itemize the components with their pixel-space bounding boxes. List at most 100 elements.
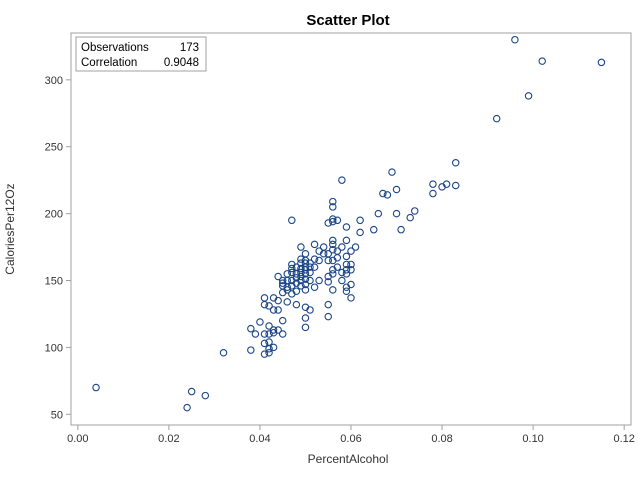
scatter-point (297, 282, 305, 290)
scatter-point (283, 298, 292, 306)
scatter-point (342, 270, 351, 278)
scatter-point (333, 216, 342, 225)
scatter-point (301, 259, 310, 267)
scatter-point (351, 243, 360, 251)
y-tick-label: 100 (45, 342, 63, 354)
x-tick-label: 0.08 (431, 433, 452, 445)
scatter-point (301, 280, 310, 289)
scatter-point (274, 326, 282, 334)
scatter-point (347, 280, 355, 289)
scatter-point (356, 216, 364, 225)
scatter-point (442, 180, 451, 188)
scatter-point (319, 243, 328, 251)
scatter-point (256, 318, 264, 326)
y-tick-label: 200 (45, 209, 63, 221)
scatter-point (429, 189, 437, 198)
scatter-point (392, 185, 401, 194)
scatter-point (260, 330, 269, 338)
scatter-point (310, 263, 319, 271)
scatter-point (383, 191, 392, 199)
scatter-point (251, 330, 260, 338)
scatter-point (278, 282, 287, 290)
scatter-point (397, 225, 405, 234)
scatter-point (183, 403, 191, 412)
x-tick-label: 0.02 (158, 433, 179, 445)
scatter-point (310, 240, 319, 249)
scatter-point (388, 168, 396, 176)
x-tick-label: 0.12 (613, 433, 634, 445)
scatter-point (524, 92, 533, 100)
y-tick-label: 300 (45, 75, 63, 87)
x-tick-label: 0.06 (340, 433, 361, 445)
scatter-point (260, 339, 269, 348)
x-tick-label: 0.04 (249, 433, 270, 445)
scatter-point (315, 276, 323, 285)
scatter-point (297, 255, 305, 263)
stats-observations-label: Observations (81, 42, 149, 54)
scatter-point (247, 324, 255, 333)
scatter-point (260, 294, 269, 302)
scatter-point (265, 338, 273, 346)
scatter-point (265, 322, 273, 330)
scatter-point (597, 58, 606, 67)
scatter-point (342, 236, 351, 245)
scatter-point (269, 326, 278, 334)
scatter-point (329, 217, 337, 226)
x-tick-label: 0.10 (522, 433, 543, 445)
scatter-point (329, 245, 337, 254)
scatter-point (92, 383, 100, 392)
stats-correlation-label: Correlation (81, 57, 137, 69)
scatter-point (292, 263, 301, 271)
scatter-point (451, 181, 460, 190)
scatter-point (278, 330, 287, 338)
x-tick-label: 0.00 (67, 433, 88, 445)
scatter-point (342, 252, 351, 261)
x-axis-ticks: 0.00 0.02 0.04 0.06 0.08 0.10 0.12 (67, 425, 635, 445)
y-axis-label: CaloriesPer12Oz (3, 183, 17, 274)
scatter-point (187, 387, 196, 396)
scatter-point (347, 266, 355, 274)
scatter-point (342, 223, 351, 231)
scatter-point (347, 294, 355, 302)
scatter-point (315, 256, 323, 265)
chart-title: Scatter Plot (306, 12, 389, 29)
scatter-point (429, 180, 437, 188)
scatter-point (265, 330, 273, 338)
scatter-point (338, 243, 346, 251)
scatter-point (329, 270, 337, 278)
scatter-point (301, 250, 310, 258)
scatter-point (356, 228, 364, 237)
scatter-point (329, 240, 337, 249)
scatter-point (342, 260, 351, 269)
scatter-point (324, 312, 332, 321)
scatter-point (297, 264, 305, 273)
scatter-point (324, 219, 332, 227)
scatter-point (201, 391, 210, 400)
scatter-point (306, 259, 314, 267)
points-layer (92, 35, 606, 412)
scatter-point (342, 287, 351, 295)
scatter-point (511, 35, 519, 44)
scatter-point (260, 350, 269, 358)
scatter-point (306, 306, 314, 314)
scatter-point (374, 209, 383, 218)
scatter-point (329, 236, 337, 245)
scatter-point (301, 314, 310, 322)
scatter-point (329, 197, 337, 206)
scatter-point (297, 276, 305, 285)
y-axis-ticks: 50 100 150 200 250 300 (45, 75, 71, 421)
scatter-point (274, 296, 282, 305)
stats-observations-value: 173 (180, 42, 199, 54)
scatter-point (219, 348, 228, 357)
scatter-point (301, 275, 310, 283)
scatter-point (306, 268, 314, 277)
y-tick-label: 50 (51, 409, 63, 421)
scatter-point (406, 213, 414, 222)
scatter-point (329, 215, 337, 223)
scatter-point (283, 286, 292, 294)
x-axis-label: PercentAlcohol (308, 452, 389, 466)
scatter-point (347, 247, 355, 255)
scatter-point (324, 278, 332, 286)
scatter-point (288, 216, 296, 225)
